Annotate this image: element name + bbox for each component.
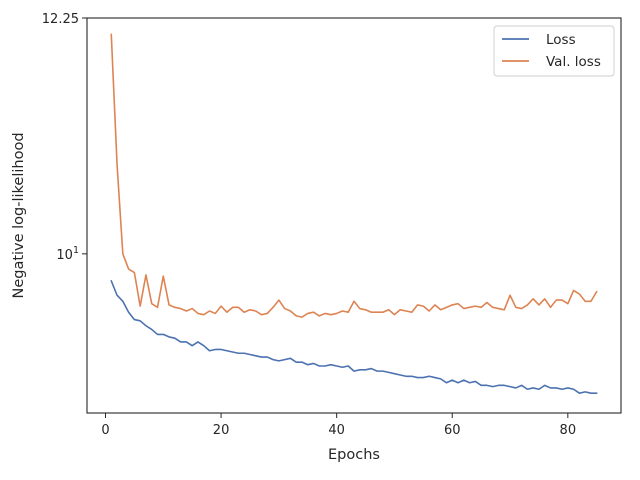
plot-background: [87, 18, 621, 413]
y-axis-label: Negative log-likelihood: [11, 132, 27, 298]
series-line-loss: [110, 280, 598, 394]
series-line-val-loss: [110, 33, 598, 318]
legend-label-loss: Loss: [546, 32, 576, 48]
x-tick-label: 20: [213, 423, 230, 438]
x-tick-label: 40: [328, 423, 345, 438]
plot-frame: [86, 17, 622, 414]
x-axis-label: Epochs: [328, 447, 380, 463]
x-tick-label: 60: [444, 423, 461, 438]
legend-label-val-loss: Val. loss: [546, 54, 601, 70]
x-tick-label: 0: [101, 423, 109, 438]
y-tick-label: 101: [56, 245, 79, 263]
x-ticks: 0 20 40 60 80: [101, 413, 576, 438]
series-lines: [110, 33, 598, 394]
x-tick-label: 80: [560, 423, 577, 438]
y-tick-label: 12.25: [42, 12, 79, 27]
y-ticks: 101 12.25: [42, 12, 87, 263]
legend: Loss Val. loss: [493, 25, 615, 77]
